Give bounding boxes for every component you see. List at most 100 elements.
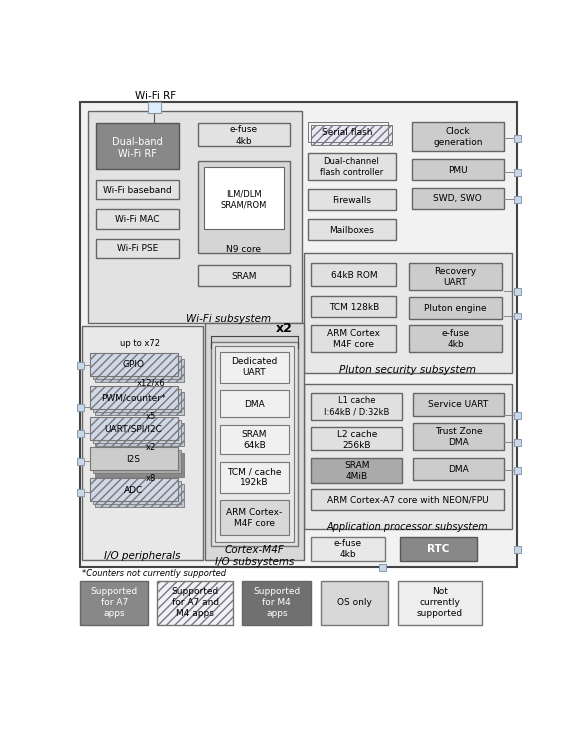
Text: 64kB ROM: 64kB ROM [331,271,377,280]
Text: Recovery
UART: Recovery UART [434,267,476,287]
Text: DMA: DMA [244,400,265,409]
Bar [514,546,521,553]
Bar [148,102,161,113]
Bar [220,425,289,454]
Bar [514,170,521,176]
Bar [409,263,502,290]
Text: L1 cache
I:64kB / D:32kB: L1 cache I:64kB / D:32kB [324,396,389,417]
Bar [220,352,289,382]
Text: DMA: DMA [448,465,469,474]
Bar [80,580,148,625]
Text: Trust Zone
DMA: Trust Zone DMA [435,427,482,447]
Bar [78,404,85,411]
Text: SRAM
4MiB: SRAM 4MiB [344,461,370,481]
Bar [78,458,85,465]
Text: Service UART: Service UART [429,401,489,409]
Bar [514,439,521,446]
Bar [412,121,504,151]
Bar [242,580,311,625]
Text: GPIO: GPIO [122,360,145,369]
Bar [304,253,512,373]
Bar [514,412,521,419]
Bar [93,450,181,474]
Text: ARM Cortex-
M4F core: ARM Cortex- M4F core [226,508,283,529]
Text: TCM / cache
192kB: TCM / cache 192kB [227,467,282,488]
Bar [413,423,504,450]
Bar [96,238,179,258]
Text: x5: x5 [146,412,156,421]
Text: *Counters not currently supported: *Counters not currently supported [82,569,226,578]
Text: OS only: OS only [337,599,372,607]
Bar [413,458,504,480]
Bar [398,580,482,625]
Bar [409,325,502,352]
Text: Dedicated
UART: Dedicated UART [231,357,278,377]
Text: x2: x2 [275,322,292,336]
Text: Wi-Fi PSE: Wi-Fi PSE [117,244,158,253]
Bar [96,123,179,170]
Bar [212,342,298,546]
Bar [78,430,85,436]
Bar [311,125,392,145]
Bar [88,111,302,322]
Bar [311,295,396,317]
Bar [514,197,521,203]
Text: Dual-channel
flash controller: Dual-channel flash controller [320,157,383,177]
Bar [205,322,304,560]
Text: x8: x8 [146,474,156,482]
Bar [82,327,203,560]
Bar [311,428,402,450]
Text: Dual-band
Wi-Fi RF: Dual-band Wi-Fi RF [112,137,163,159]
Bar [311,489,504,510]
Bar [215,346,294,542]
Bar [90,386,178,409]
Bar [96,180,179,200]
Bar [93,389,181,412]
Bar [93,481,181,504]
Bar [95,392,184,415]
Text: x2: x2 [146,443,156,452]
Text: N9 core: N9 core [226,245,261,254]
Text: Mailboxes: Mailboxes [329,226,374,235]
Text: Cortex-M4F
I/O subsystems: Cortex-M4F I/O subsystems [215,545,294,567]
Bar [220,501,289,535]
Bar [321,580,388,625]
Bar [308,154,396,180]
Text: Pluton security subsystem: Pluton security subsystem [339,365,476,374]
Bar [95,453,184,477]
Text: Wi-Fi subsystem: Wi-Fi subsystem [186,314,271,324]
Bar [93,356,181,379]
Bar [95,359,184,382]
Text: ILM/DLM
SRAM/ROM: ILM/DLM SRAM/ROM [220,189,267,209]
Bar [198,123,290,146]
Text: PWM/counter*: PWM/counter* [101,393,166,403]
Bar [90,447,178,471]
Text: Application processor subsystem: Application processor subsystem [327,522,489,531]
Bar [380,564,386,572]
Bar [78,362,85,368]
Text: Pluton engine: Pluton engine [424,304,487,313]
Bar [514,288,521,295]
Bar [198,265,290,287]
Bar [308,219,396,240]
Bar [409,298,502,319]
Bar [311,325,396,352]
Bar [80,102,517,567]
Text: PMU: PMU [448,166,468,175]
Text: RTC: RTC [427,544,449,554]
Bar [311,458,402,482]
Bar [413,393,504,416]
Text: e-fuse
4kb: e-fuse 4kb [333,539,361,559]
Bar [304,385,512,529]
Bar [198,161,290,253]
Bar [93,420,181,443]
Text: Firewalls: Firewalls [332,196,371,205]
Bar [308,121,388,143]
Text: Wi-Fi RF: Wi-Fi RF [135,91,175,101]
Text: x12/x6: x12/x6 [137,379,166,388]
Text: SRAM: SRAM [231,272,257,281]
Text: Clock
generation: Clock generation [433,127,483,147]
Bar [514,313,521,319]
Text: Supported
for A7 and
M4 apps: Supported for A7 and M4 apps [171,587,219,618]
Text: up to x72: up to x72 [120,339,160,348]
